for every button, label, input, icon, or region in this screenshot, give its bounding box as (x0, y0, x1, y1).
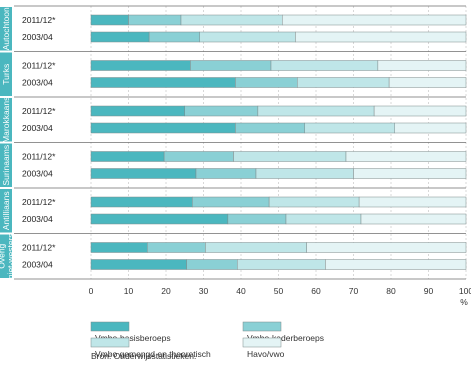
x-unit-label: % (460, 297, 468, 307)
period-label: 2003/04 (22, 32, 53, 42)
bar-segment (268, 196, 360, 208)
bar-segment (192, 196, 270, 208)
x-tick-label: 30 (199, 286, 209, 296)
legend-swatch (90, 337, 130, 348)
period-label: 2011/12* (22, 152, 56, 162)
x-tick-label: 60 (311, 286, 321, 296)
x-tick-label: 90 (424, 286, 434, 296)
bar-segment (90, 213, 229, 225)
bar-segment (297, 77, 390, 88)
bar-segment (353, 168, 467, 179)
group-label-band (0, 189, 12, 233)
bar-segment (90, 168, 197, 179)
period-label: 2003/04 (22, 123, 53, 133)
period-label: 2003/04 (22, 260, 53, 270)
bar-segment (205, 242, 307, 253)
period-label: 2011/12* (22, 106, 56, 116)
bar-segment (148, 31, 200, 43)
legend-swatch (242, 337, 282, 348)
x-tick-label: 70 (349, 286, 359, 296)
x-tick-label: 0 (89, 286, 94, 296)
group-label-band (0, 7, 12, 51)
bar-segment (373, 105, 467, 117)
bar-segment (227, 213, 287, 225)
bar-segment (190, 60, 272, 71)
bar-segment (237, 259, 326, 270)
bar-segment (90, 105, 185, 117)
bar-segment (388, 77, 467, 88)
bar-segment (360, 213, 467, 225)
period-label: 2003/04 (22, 169, 53, 179)
group-label: Autochtoon (1, 7, 11, 50)
period-label: 2011/12* (22, 243, 56, 253)
legend-label: Vmbo-kaderberoeps (247, 333, 324, 343)
x-tick-label: 20 (161, 286, 171, 296)
period-label: 2011/12* (22, 15, 56, 25)
group-label-band (0, 143, 12, 187)
source-note: Bron: Onderwijsstatistieken. (91, 351, 196, 361)
bar-segment (235, 122, 305, 134)
bar-segment (90, 259, 187, 270)
x-tick-label: 50 (274, 286, 284, 296)
bar-segment (90, 151, 165, 162)
bar-segment (377, 60, 467, 71)
bar-segment (180, 14, 283, 26)
bar-segment (295, 31, 467, 43)
period-label: 2003/04 (22, 78, 53, 88)
bar-segment (199, 31, 296, 43)
period-label: 2003/04 (22, 214, 53, 224)
bar-segment (163, 151, 234, 162)
x-tick-label: 10 (124, 286, 134, 296)
period-label: 2011/12* (22, 197, 56, 207)
legend-swatch (242, 321, 282, 332)
group-label: Marokkaans (1, 97, 11, 143)
bar-segment (304, 122, 395, 134)
bar-segment (325, 259, 467, 270)
bar-segment (257, 105, 375, 117)
bar-segment (90, 60, 191, 71)
bar-segment (90, 77, 236, 88)
legend-label: Vmbo-basisberoeps (95, 333, 171, 343)
bar-segment (90, 14, 129, 26)
bar-segment (233, 151, 347, 162)
bar-segment (270, 60, 379, 71)
period-label: 2011/12* (22, 61, 56, 71)
group-label: Antilliaans (1, 191, 11, 230)
x-tick-label: 40 (236, 286, 246, 296)
group-label-band (0, 234, 12, 278)
legend-swatch (90, 321, 130, 332)
bar-segment (90, 242, 148, 253)
bar-segment (184, 105, 259, 117)
x-tick-label: 100 (459, 286, 471, 296)
bar-segment (394, 122, 467, 134)
group-label: Surinaams (1, 145, 11, 186)
bar-segment (255, 168, 354, 179)
bar-segment (345, 151, 467, 162)
group-label: niet-westers (6, 233, 16, 279)
bar-segment (282, 14, 467, 26)
bar-segment (186, 259, 238, 270)
bar-segment (128, 14, 182, 26)
bar-segment (285, 213, 362, 225)
legend-label: Havo/vwo (247, 349, 285, 359)
group-label-band (0, 52, 12, 96)
bar-segment (90, 31, 150, 43)
bar-segment (90, 196, 193, 208)
bar-segment (235, 77, 298, 88)
legend-label: Vmbo gemengd en theoretisch (95, 349, 211, 359)
group-label: Turks (1, 64, 11, 85)
bar-segment (195, 168, 257, 179)
bar-segment (90, 122, 236, 134)
bar-segment (358, 196, 467, 208)
group-label-band (0, 98, 12, 142)
bar-segment (306, 242, 467, 253)
bar-segment (147, 242, 206, 253)
x-tick-label: 80 (386, 286, 396, 296)
group-label: Overig (0, 243, 7, 268)
